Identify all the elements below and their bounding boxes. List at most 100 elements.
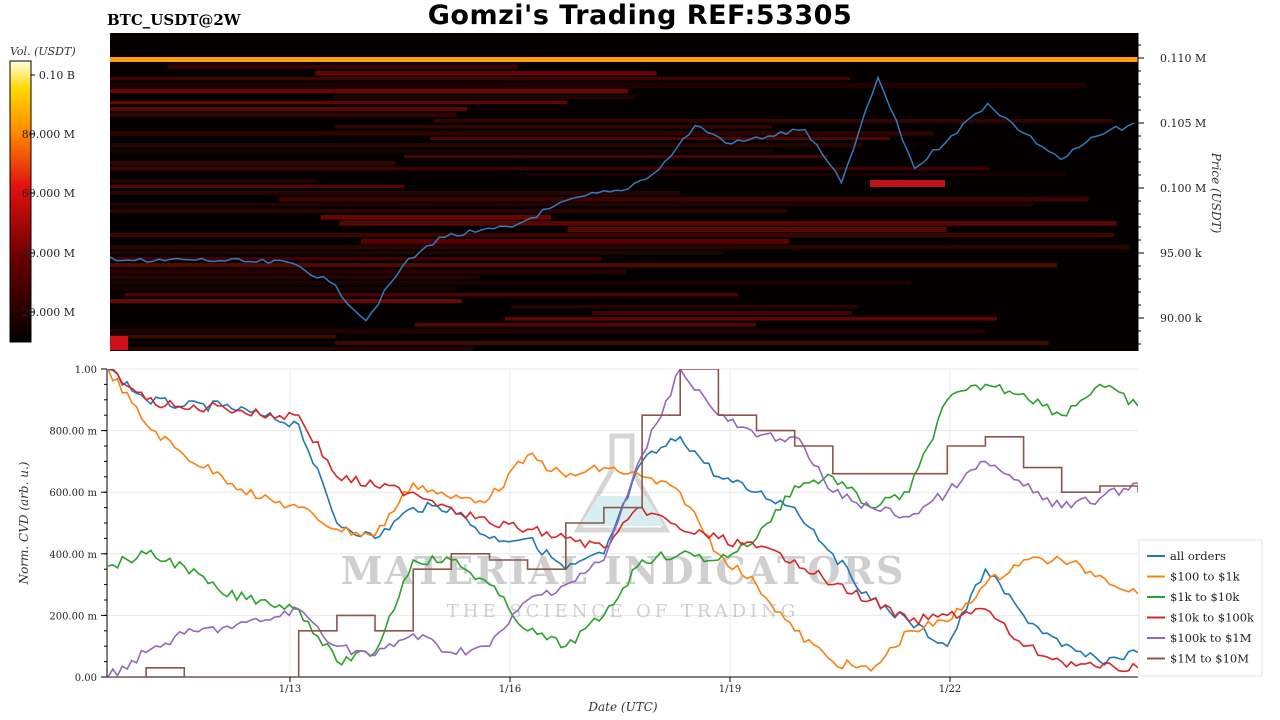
heatmap-band bbox=[110, 179, 317, 183]
cvd-series-line bbox=[108, 369, 1138, 672]
heatmap-band bbox=[110, 275, 481, 279]
heatmap-band bbox=[110, 143, 863, 148]
heatmap-band bbox=[430, 137, 890, 141]
price-line bbox=[109, 75, 1135, 322]
cvd-y-ticks: 1.00 800.00 m 600.00 m 400.00 m 200.00 m 0.00 bbox=[49, 365, 107, 684]
heatmap-band bbox=[433, 119, 1114, 123]
cvd-x-tick-label: 1/22 bbox=[939, 684, 961, 695]
heatmap-band bbox=[167, 65, 518, 69]
heatmap-band bbox=[110, 101, 568, 105]
heatmap-band bbox=[339, 221, 1117, 226]
heatmap-band bbox=[110, 335, 337, 339]
heatmap-band bbox=[361, 239, 790, 244]
heatmap-band bbox=[110, 263, 1057, 268]
colorbar-tick-label: 60.000 M bbox=[22, 187, 75, 200]
heatmap-band bbox=[525, 173, 1066, 177]
cvd-lines bbox=[108, 369, 1138, 677]
cvd-series-line bbox=[108, 369, 1138, 677]
price-ticks: 0.110 M 0.105 M 0.100 M 95.00 k 90.00 k bbox=[1138, 44, 1206, 345]
cvd-y-tick-label: 1.00 bbox=[75, 365, 97, 376]
price-tick-label: 0.105 M bbox=[1160, 117, 1206, 130]
price-tick-label: 95.00 k bbox=[1160, 247, 1202, 260]
cvd-series-line bbox=[108, 383, 1138, 666]
heatmap-band bbox=[110, 233, 1115, 238]
cvd-series-line bbox=[108, 369, 1138, 677]
heatmap-band bbox=[110, 113, 457, 117]
heatmap-band bbox=[110, 107, 468, 112]
legend-label: $100k to $1M bbox=[1170, 631, 1252, 645]
page-title: Gomzi's Trading REF:53305 bbox=[427, 0, 853, 31]
heatmap-band bbox=[110, 83, 1085, 88]
heatmap-band bbox=[124, 293, 739, 297]
heatmap-band bbox=[110, 209, 788, 213]
cvd-y-axis-label: Norm. CVD (arb. u.) bbox=[17, 461, 31, 585]
colorbar-label: Vol. (USDT) bbox=[10, 45, 76, 58]
cvd-y-tick-label: 600.00 m bbox=[49, 488, 97, 499]
price-axis-label: Price (USDT) bbox=[1209, 152, 1223, 234]
heatmap-band bbox=[110, 161, 396, 166]
colorbar-ticks: 0.10 B 80.000 M 60.000 M 40.000 M 20.000 M bbox=[22, 69, 75, 319]
watermark-tagline: THE SCIENCE OF TRADING bbox=[447, 601, 800, 622]
legend-label: $1M to $10M bbox=[1170, 652, 1249, 666]
legend-label: $1k to $10k bbox=[1170, 590, 1240, 604]
heatmap-band bbox=[110, 131, 934, 136]
heatmap-band bbox=[403, 155, 828, 159]
cvd-y-tick-label: 800.00 m bbox=[49, 427, 97, 438]
heatmap-band bbox=[414, 323, 756, 327]
legend-label: $10k to $100k bbox=[1170, 611, 1255, 625]
flask-icon bbox=[573, 433, 671, 533]
cvd-x-ticks: 1/13 1/16 1/19 1/22 bbox=[279, 677, 961, 695]
pair-label: BTC_USDT@2W bbox=[107, 11, 241, 29]
heatmap-band bbox=[511, 305, 858, 309]
cvd-x-tick-label: 1/19 bbox=[719, 684, 741, 695]
heatmap-band bbox=[110, 269, 627, 274]
cvd-series-line bbox=[108, 369, 1138, 673]
heatmap-band bbox=[505, 317, 997, 321]
price-tick-label: 0.110 M bbox=[1160, 52, 1206, 65]
heatmap-bands bbox=[110, 57, 1138, 351]
heatmap-band bbox=[110, 191, 680, 195]
watermark-brand: MATERIAL INDICATORS bbox=[341, 548, 906, 593]
heatmap-band bbox=[110, 251, 724, 255]
heatmap-band bbox=[315, 71, 657, 76]
price-tick-label: 90.00 k bbox=[1160, 312, 1202, 325]
heatmap-band bbox=[110, 77, 850, 81]
heatmap-band bbox=[110, 287, 456, 291]
watermark: MATERIAL INDICATORS THE SCIENCE OF TRADI… bbox=[341, 433, 906, 622]
heatmap-band bbox=[110, 329, 986, 334]
legend-box bbox=[1138, 539, 1263, 677]
heatmap-band bbox=[335, 125, 773, 129]
heatmap-band bbox=[110, 257, 602, 261]
cvd-y-tick-label: 0.00 bbox=[75, 673, 97, 684]
colorbar-tick-label: 20.000 M bbox=[22, 306, 75, 319]
heatmap-band bbox=[334, 341, 1050, 345]
price-tick-label: 0.100 M bbox=[1160, 182, 1206, 195]
heatmap-band bbox=[110, 299, 462, 304]
heatmap-band bbox=[332, 95, 636, 100]
heatmap-band bbox=[110, 245, 1130, 250]
heatmap-band bbox=[110, 89, 629, 94]
heatmap-band-hot bbox=[110, 336, 128, 350]
colorbar-tick-label: 80.000 M bbox=[22, 128, 75, 141]
cvd-x-tick-label: 1/13 bbox=[279, 684, 301, 695]
cvd-x-axis-label: Date (UTC) bbox=[587, 700, 657, 714]
colorbar bbox=[9, 60, 32, 343]
heatmap-band bbox=[110, 281, 912, 285]
heatmap-band bbox=[592, 311, 852, 315]
heatmap-band bbox=[110, 149, 775, 153]
cvd-x-tick-label: 1/16 bbox=[499, 684, 521, 695]
heatmap-band-hot bbox=[870, 180, 945, 187]
heatmap-background bbox=[110, 33, 1138, 351]
colorbar-tick-label: 0.10 B bbox=[39, 69, 75, 82]
cvd-y-tick-label: 400.00 m bbox=[49, 550, 97, 561]
heatmap-band bbox=[110, 167, 990, 171]
heatmap-band bbox=[320, 215, 552, 220]
heatmap-band bbox=[567, 227, 947, 232]
legend: all orders $100 to $1k $1k to $10k $10k to … bbox=[1147, 549, 1255, 666]
cvd-y-tick-label: 200.00 m bbox=[49, 611, 97, 622]
heatmap-band bbox=[110, 347, 474, 351]
colorbar-tick-label: 40.000 M bbox=[22, 247, 75, 260]
heatmap-band bbox=[110, 185, 405, 189]
